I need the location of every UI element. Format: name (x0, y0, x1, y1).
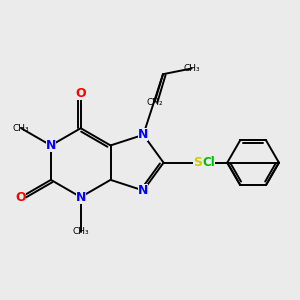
Text: N: N (138, 128, 148, 141)
Text: N: N (46, 139, 56, 152)
Text: S: S (194, 156, 202, 169)
Text: CH₂: CH₂ (146, 98, 163, 107)
Text: CH₃: CH₃ (13, 124, 29, 133)
Text: CH₃: CH₃ (183, 64, 200, 73)
Text: O: O (75, 87, 86, 100)
Text: CH₃: CH₃ (72, 227, 89, 236)
Text: N: N (76, 190, 86, 204)
Text: Cl: Cl (202, 156, 215, 169)
Text: O: O (16, 190, 26, 204)
Text: N: N (138, 184, 148, 197)
